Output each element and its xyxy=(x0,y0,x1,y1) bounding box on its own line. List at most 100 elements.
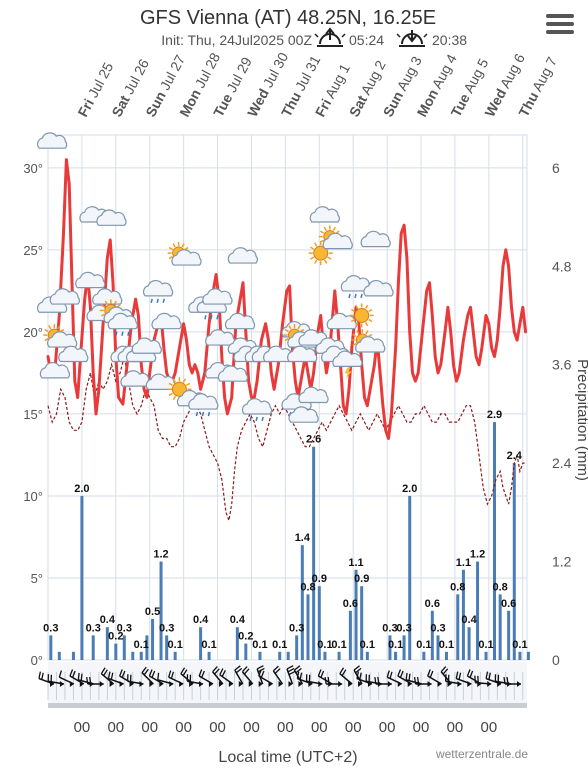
rain-cloud-icon xyxy=(188,393,219,417)
rain-drop xyxy=(216,315,219,320)
precip-value-label: 2.4 xyxy=(507,450,523,462)
wind-arrowhead xyxy=(139,681,144,687)
precip-bar xyxy=(456,594,460,660)
precip-bar xyxy=(159,561,163,660)
precip-bar xyxy=(430,610,434,660)
wind-flag xyxy=(260,670,265,678)
wind-flag xyxy=(405,672,408,680)
x-tick-label: 00 xyxy=(243,719,260,736)
wind-barb xyxy=(324,676,343,687)
sun-ray xyxy=(181,243,185,248)
x-tick-label: 00 xyxy=(481,719,498,736)
wind-flag xyxy=(458,672,462,680)
cloud-shape xyxy=(49,288,80,305)
sun-ray xyxy=(356,330,360,335)
wind-flag xyxy=(234,665,241,671)
credit-text: wetterzentrale.de xyxy=(435,747,528,761)
wind-arrowhead xyxy=(119,681,124,687)
rain-drop xyxy=(127,331,130,336)
wind-flag xyxy=(413,676,417,685)
wind-barb xyxy=(374,676,392,687)
sun-ray xyxy=(350,318,356,323)
cloud-shape xyxy=(288,406,319,423)
wind-flag xyxy=(286,665,294,670)
rain-drop xyxy=(249,416,252,422)
y2-axis-title: Precipitation (mm) xyxy=(574,359,588,481)
lightning-bolt xyxy=(344,367,352,380)
wind-flag xyxy=(86,676,89,685)
wind-arrowhead xyxy=(109,681,114,687)
precip-value-label: 0.2 xyxy=(238,631,253,643)
wind-barb xyxy=(353,665,363,687)
sun-ray xyxy=(314,242,318,247)
wind-flag xyxy=(243,668,250,675)
precip-value-label: 0.4 xyxy=(193,614,209,626)
sun-ray xyxy=(365,304,369,309)
wind-flag xyxy=(341,669,347,676)
rain-cloud-icon xyxy=(241,398,273,422)
wind-barb xyxy=(305,674,323,687)
cloud-shape xyxy=(171,249,202,266)
sun-ray xyxy=(365,322,369,327)
sun-ray xyxy=(57,325,61,330)
wind-flag xyxy=(258,669,262,677)
wind-flag xyxy=(488,672,491,680)
cloud-icon xyxy=(131,337,162,354)
wind-arrowhead xyxy=(208,681,213,687)
cloud-shape xyxy=(47,331,78,348)
wind-flag xyxy=(89,676,92,685)
wind-barb xyxy=(296,671,313,687)
sun-ray xyxy=(168,382,173,386)
sun-ray xyxy=(323,226,327,231)
hamburger-menu-icon[interactable] xyxy=(546,14,574,38)
wind-arrowhead xyxy=(258,681,263,687)
sunrise-time: 05:24 xyxy=(349,32,384,48)
wind-flag xyxy=(397,669,402,677)
wind-flag xyxy=(168,670,172,678)
sun-ray xyxy=(100,313,106,317)
x-tick-label: 00 xyxy=(141,719,158,736)
cloud-icon xyxy=(39,362,71,379)
wind-flag xyxy=(180,667,186,675)
y2-tick-label: 0 xyxy=(552,652,560,668)
precip-bar xyxy=(131,651,135,660)
sun-ray xyxy=(297,325,301,330)
wind-barb xyxy=(148,669,164,687)
cloud-shape xyxy=(58,345,89,363)
wind-arrowhead xyxy=(338,681,343,687)
wind-flag xyxy=(77,672,80,680)
wind-flag xyxy=(288,670,296,676)
wind-flag xyxy=(327,676,330,685)
rain-drop xyxy=(348,293,351,299)
day-of-week: Fri xyxy=(312,96,335,119)
sun-ray xyxy=(365,330,369,335)
wind-barb xyxy=(47,674,65,687)
x-tick-label: 00 xyxy=(379,719,396,736)
precip-bar xyxy=(312,446,316,660)
precip-value-label: 0.6 xyxy=(501,598,516,610)
wind-flag xyxy=(427,669,431,677)
wind-barb xyxy=(86,676,104,687)
cloud-icon xyxy=(151,312,182,330)
precip-value-label: 0.4 xyxy=(230,614,246,626)
wind-barb xyxy=(234,665,244,687)
wind-flag xyxy=(219,668,224,676)
cloud-icon xyxy=(360,230,391,248)
wind-flag xyxy=(151,670,156,678)
wind-barb xyxy=(293,665,304,687)
sun-ray xyxy=(319,239,325,243)
precip-bar xyxy=(49,635,53,660)
wind-arrowhead xyxy=(129,681,134,687)
rain-cloud-icon xyxy=(340,275,371,299)
wind-flag xyxy=(294,665,301,671)
precip-value-label: 0.1 xyxy=(168,639,183,651)
precip-value-label: 0.3 xyxy=(159,622,174,634)
wind-flag xyxy=(339,667,345,675)
wind-flag xyxy=(214,668,220,675)
precip-bar xyxy=(498,594,502,660)
wind-arrowhead xyxy=(288,681,293,687)
precip-value-label: 0.9 xyxy=(312,573,327,585)
precip-bar xyxy=(306,594,310,660)
precip-bar xyxy=(518,651,522,660)
precip-bar xyxy=(461,569,465,660)
